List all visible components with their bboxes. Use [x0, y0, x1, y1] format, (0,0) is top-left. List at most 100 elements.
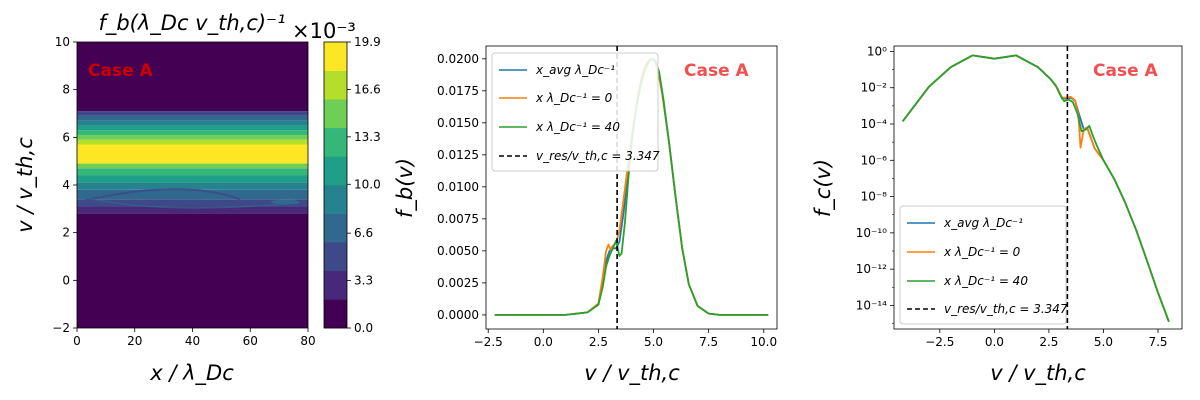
fc-xlabel: v / v_th,c	[990, 361, 1086, 386]
fc-ylabel: f_c(v)	[811, 159, 836, 217]
heatmap-blob	[271, 199, 299, 205]
colorbar-tick-label: 10.0	[354, 177, 381, 191]
fb-y-tick-label: 0.0025	[437, 276, 479, 290]
fb-legend-label: x λ_Dc⁻¹ = 0	[535, 91, 613, 105]
heatmap-bands	[77, 42, 308, 328]
colorbar-tick-label: 3.3	[354, 274, 373, 288]
heatmap-band	[77, 163, 308, 169]
heatmap-band	[77, 120, 308, 126]
heatmap-band	[77, 168, 308, 176]
fc-y-tick-label: 10⁰	[867, 44, 887, 58]
fb-legend-label: x λ_Dc⁻¹ = 40	[535, 120, 620, 134]
fc-x-tick-label: 2.5	[1039, 335, 1058, 349]
fb-y-tick-label: 0.0175	[437, 84, 479, 98]
fb-ylabel: f_b(v)	[393, 158, 418, 218]
colorbar-band	[324, 99, 347, 129]
colorbar-tick-label: 13.3	[354, 130, 381, 144]
heatmap-band	[77, 42, 308, 112]
fb-legend-label: x_avg λ_Dc⁻¹	[535, 63, 615, 77]
fc-y-tick-label: 10⁻⁸	[861, 190, 888, 204]
colorbar-band	[324, 127, 347, 157]
heatmap-band	[77, 115, 308, 121]
fc-x-ticks: −2.5 0.0 2.5 5.0 7.5	[925, 329, 1168, 349]
heatmap-band	[77, 189, 308, 200]
heatmap-x-tick-label: 0	[73, 334, 81, 348]
fb-legend: x_avg λ_Dc⁻¹ x λ_Dc⁻¹ = 0 x λ_Dc⁻¹ = 40 …	[491, 52, 660, 172]
heatmap-title: f_b(λ_Dc v_th,c)⁻¹	[98, 11, 285, 36]
heatmap-x-tick-label: 60	[243, 334, 258, 348]
fc-y-tick-label: 10⁻²	[861, 81, 888, 95]
fb-legend-label: v_res/v_th,c = 3.347	[536, 149, 660, 163]
colorbar-band	[324, 299, 347, 329]
fc-x-tick-label: 0.0	[985, 335, 1004, 349]
heatmap-band	[77, 199, 308, 207]
fb-y-tick-label: 0.0200	[437, 52, 479, 66]
fc-y-tick-label: 10⁻¹⁰	[856, 226, 887, 240]
colorbar-band	[324, 185, 347, 214]
fc-x-tick-label: 7.5	[1148, 335, 1167, 349]
heatmap-y-tick-label: 2	[62, 226, 70, 240]
heatmap-band	[77, 175, 308, 183]
colorbar-ticks: 0.0 3.3 6.6 10.0 13.3 16.6 19.9	[347, 35, 381, 335]
heatmap-y-tick-label: −2	[52, 321, 70, 335]
heatmap-x-tick-label: 20	[127, 334, 142, 348]
panel-fc: −2.5 0.0 2.5 5.0 7.5 10⁰ 10⁻² 10⁻⁴ 10⁻⁶ 10⁻⁸ 10⁻¹…	[811, 44, 1183, 386]
fb-y-tick-label: 0.0000	[437, 308, 479, 322]
heatmap-band	[77, 182, 308, 190]
fb-frame	[485, 45, 778, 330]
fb-x-tick-label: 0.0	[534, 335, 553, 349]
colorbar-tick-label: 16.6	[354, 82, 381, 96]
fc-frame	[893, 45, 1183, 330]
fc-y-tick-label: 10⁻⁴	[861, 117, 888, 131]
colorbar-band	[324, 42, 347, 71]
fc-y-tick-label: 10⁻¹²	[856, 262, 887, 276]
heatmap-perturbation	[76, 188, 241, 203]
colorbar-tick-label: 6.6	[354, 226, 373, 240]
colorbar-bands	[324, 42, 347, 329]
heatmap-y-ticks: −2 0 2 4 6 8 10	[52, 35, 77, 335]
heatmap-x-tick-label: 80	[300, 334, 315, 348]
fc-x-tick-label: −2.5	[925, 335, 954, 349]
heatmap-xlabel: x / λ_Dc	[149, 361, 234, 386]
heatmap-y-tick-label: 10	[55, 35, 70, 49]
heatmap-x-ticks: 0 20 40 60 80	[73, 328, 316, 348]
fc-annotation: Case A	[1093, 61, 1159, 81]
fb-annotation: Case A	[684, 61, 750, 81]
heatmap-ylabel: v / v_th,c	[13, 137, 38, 233]
fc-y-tick-label: 10⁻¹⁴	[856, 298, 887, 312]
fc-legend-label: x λ_Dc⁻¹ = 0	[943, 245, 1021, 259]
heatmap-perturbation	[76, 195, 301, 209]
fc-legend-label: v_res/v_th,c = 3.347	[944, 302, 1068, 316]
fc-y-tick-label: 10⁻⁶	[861, 153, 888, 167]
colorbar-band	[324, 213, 347, 243]
colorbar-multiplier: ×10⁻³	[292, 19, 356, 43]
heatmap-x-tick-label: 40	[185, 334, 200, 348]
heatmap-y-tick-label: 4	[62, 178, 70, 192]
fb-y-tick-label: 0.0125	[437, 148, 479, 162]
heatmap-annotation: Case A	[88, 61, 154, 81]
fc-y-ticks: 10⁰ 10⁻² 10⁻⁴ 10⁻⁶ 10⁻⁸ 10⁻¹⁰ 10⁻¹² 10⁻¹⁴	[856, 44, 894, 324]
fb-x-tick-label: 7.5	[699, 335, 718, 349]
heatmap-band	[77, 139, 308, 145]
fb-y-tick-label: 0.0050	[437, 244, 479, 258]
fc-legend-box	[899, 205, 1067, 325]
fb-x-tick-label: 2.5	[589, 335, 608, 349]
colorbar: 0.0 3.3 6.6 10.0 13.3 16.6 19.9 ×10⁻³	[292, 19, 381, 335]
fc-x-tick-label: 5.0	[1094, 335, 1113, 349]
fc-series-line	[901, 54, 1170, 323]
fc-legend-label: x_avg λ_Dc⁻¹	[943, 216, 1023, 230]
heatmap-band	[77, 111, 308, 116]
colorbar-band	[324, 242, 347, 272]
colorbar-band	[324, 156, 347, 186]
fb-y-tick-label: 0.0100	[437, 180, 479, 194]
panel-fb: −2.5 0.0 2.5 5.0 7.5 10.0 0.00000.00250.00500…	[393, 45, 778, 386]
heatmap-band	[77, 130, 308, 135]
fc-lines	[901, 54, 1170, 323]
heatmap-band	[77, 134, 308, 140]
colorbar-band	[324, 70, 347, 100]
heatmap-band	[77, 206, 308, 214]
fb-x-tick-label: 5.0	[644, 335, 663, 349]
colorbar-band	[324, 270, 347, 300]
colorbar-tick-label: 19.9	[354, 35, 381, 49]
